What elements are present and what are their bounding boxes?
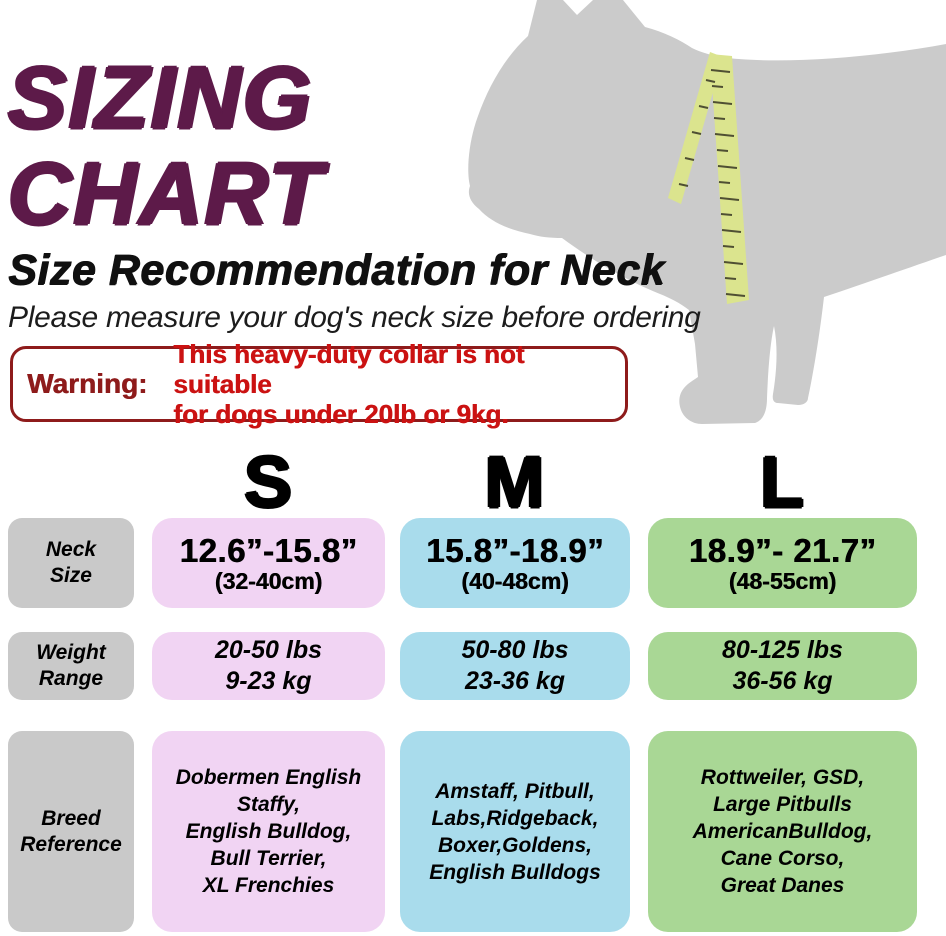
column-header-m: M (484, 443, 546, 523)
row-label-neck-size: Neck Size (8, 518, 134, 608)
cell-neck-size-m: 15.8”-18.9” (40-48cm) (400, 518, 630, 608)
subtitle: Size Recommendation for Neck (8, 246, 665, 294)
row-label-weight-range-text: Weight Range (36, 641, 106, 690)
cell-neck-size-s: 12.6”-15.8” (32-40cm) (152, 518, 385, 608)
warning-label: Warning: (27, 368, 148, 399)
weight-range-l-text: 80-125 lbs 36-56 kg (722, 636, 843, 695)
neck-size-l-inches: 18.9”- 21.7” (688, 531, 877, 569)
cell-neck-size-l: 18.9”- 21.7” (48-55cm) (648, 518, 917, 608)
breed-reference-m-text: Amstaff, Pitbull, Labs,Ridgeback, Boxer,… (429, 779, 601, 884)
weight-range-s-text: 20-50 lbs 9-23 kg (214, 636, 322, 695)
breed-reference-l-text: Rottweiler, GSD, Large Pitbulls American… (692, 766, 873, 897)
row-label-neck-size-text: Neck Size (45, 538, 97, 587)
measuring-tape-icon (668, 52, 749, 304)
column-header-s: S (243, 443, 294, 523)
cell-breed-reference-m: Amstaff, Pitbull, Labs,Ridgeback, Boxer,… (400, 731, 630, 932)
cell-breed-reference-l: Rottweiler, GSD, Large Pitbulls American… (648, 731, 917, 932)
page-title-line1: SIZING (8, 48, 314, 147)
row-label-breed-reference-text: Breed Reference (20, 806, 122, 856)
breed-reference-s-text: Dobermen English Staffy, English Bulldog… (175, 766, 362, 897)
cell-breed-reference-s: Dobermen English Staffy, English Bulldog… (152, 731, 385, 932)
warning-box: Warning: This heavy-duty collar is not s… (10, 339, 628, 429)
row-label-breed-reference: Breed Reference (8, 731, 134, 932)
column-header-l: L (760, 443, 805, 523)
page-title: SIZING CHART (8, 50, 324, 242)
neck-size-s-cm: (32-40cm) (214, 567, 323, 594)
cell-weight-range-s: 20-50 lbs 9-23 kg (152, 632, 385, 700)
neck-size-l-cm: (48-55cm) (728, 567, 837, 594)
cell-weight-range-m: 50-80 lbs 23-36 kg (400, 632, 630, 700)
neck-size-m-cm: (40-48cm) (461, 567, 569, 594)
cell-weight-range-l: 80-125 lbs 36-56 kg (648, 632, 917, 700)
neck-size-s-inches: 12.6”-15.8” (179, 531, 358, 569)
weight-range-m-text: 50-80 lbs 23-36 kg (461, 636, 569, 695)
row-label-weight-range: Weight Range (8, 632, 134, 700)
dog-silhouette-graphic (468, 0, 946, 424)
warning-message: This heavy-duty collar is not suitable f… (173, 339, 525, 429)
dog-body-shape (468, 0, 946, 424)
page-title-line2: CHART (8, 144, 325, 243)
measure-note: Please measure your dog's neck size befo… (8, 301, 701, 334)
neck-size-m-inches: 15.8”-18.9” (426, 531, 604, 569)
